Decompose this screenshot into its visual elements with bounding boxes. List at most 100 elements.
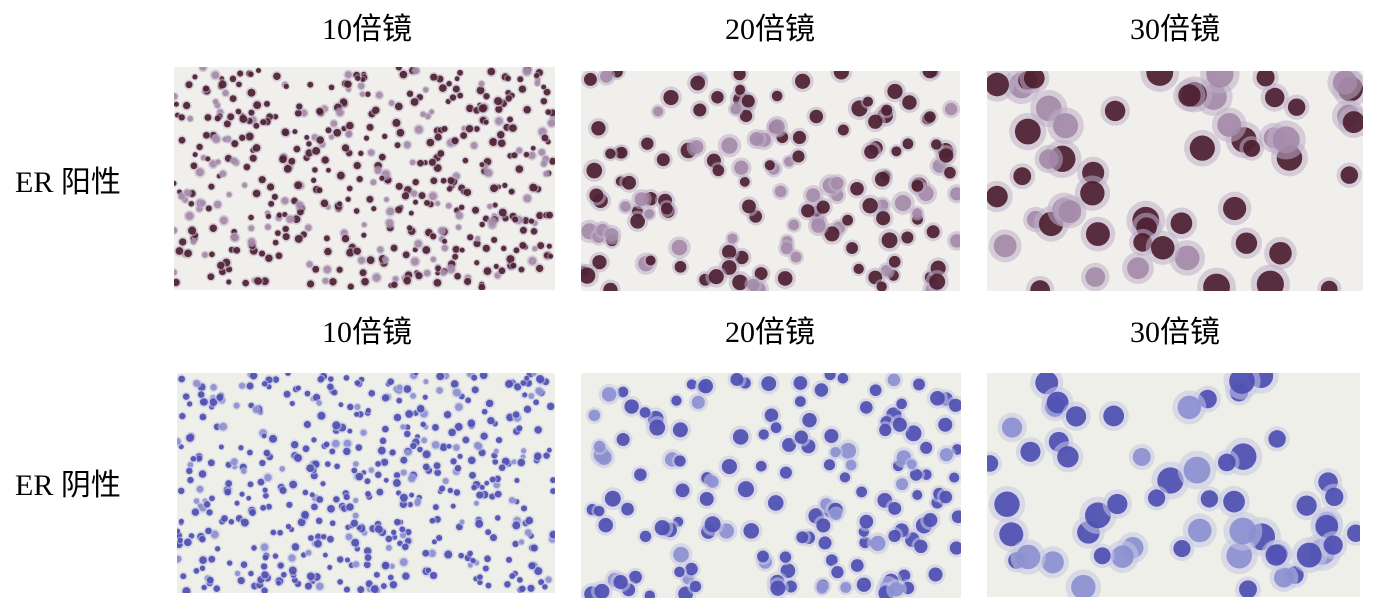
cell-nucleus — [630, 213, 645, 229]
cell-nucleus — [498, 208, 507, 217]
cell-nucleus — [387, 378, 395, 385]
cell-nucleus — [616, 432, 630, 446]
cell-nucleus — [732, 429, 749, 445]
cell-nucleus — [432, 424, 439, 431]
cell-nucleus — [233, 402, 240, 409]
cell-nucleus — [833, 71, 849, 80]
column-label: 20倍镜 — [725, 13, 815, 46]
cell-nucleus — [363, 561, 371, 569]
cell-nucleus — [347, 283, 354, 290]
cell-nucleus — [1229, 373, 1255, 394]
cell-nucleus — [508, 497, 516, 504]
cell-nucleus — [389, 449, 396, 456]
cell-nucleus — [521, 448, 527, 454]
cell-nucleus — [341, 144, 350, 152]
micrograph-er-negative-10x — [177, 373, 555, 593]
cell-nucleus — [430, 256, 437, 263]
cell-nucleus — [484, 480, 490, 486]
cell-nucleus — [327, 383, 334, 390]
cell-nucleus — [447, 487, 454, 494]
cell-nucleus — [1332, 71, 1358, 95]
cell-nucleus — [519, 242, 527, 249]
cell-nucleus — [329, 134, 334, 140]
cell-nucleus — [541, 134, 549, 142]
cell-nucleus — [317, 375, 325, 383]
row-label-er-positive: ER 阳性 — [15, 166, 121, 199]
cell-nucleus — [520, 380, 527, 386]
cell-nucleus — [806, 188, 821, 203]
cell-nucleus — [306, 261, 313, 268]
cell-nucleus — [301, 510, 309, 519]
cell-nucleus — [346, 185, 353, 192]
cell-nucleus — [458, 552, 464, 559]
cell-nucleus — [742, 199, 756, 214]
cell-nucleus — [520, 505, 528, 512]
cell-nucleus — [923, 513, 938, 528]
cell-nucleus — [185, 81, 193, 89]
cell-nucleus — [634, 192, 649, 207]
cell-nucleus — [484, 555, 491, 563]
cell-nucleus — [534, 452, 542, 460]
cell-nucleus — [479, 484, 485, 490]
cell-nucleus — [423, 87, 429, 93]
cell-nucleus — [505, 95, 512, 102]
cell-nucleus — [263, 100, 270, 107]
cell-nucleus — [337, 556, 344, 563]
cell-nucleus — [1023, 71, 1045, 89]
cell-nucleus — [837, 373, 849, 384]
cell-nucleus — [260, 504, 267, 511]
cell-nucleus — [818, 536, 832, 550]
cell-nucleus — [375, 460, 382, 467]
cell-nucleus — [512, 540, 519, 548]
cell-nucleus — [247, 88, 256, 97]
cell-nucleus — [430, 73, 438, 81]
cell-nucleus — [212, 135, 221, 143]
cell-nucleus — [698, 379, 713, 394]
cell-nucleus — [188, 200, 195, 207]
cell-nucleus — [487, 67, 496, 76]
cell-nucleus — [794, 396, 806, 407]
cell-nucleus — [549, 157, 555, 165]
cell-nucleus — [205, 156, 211, 162]
cell-nucleus — [306, 280, 315, 288]
cell-nucleus — [242, 279, 249, 287]
cell-nucleus — [354, 380, 361, 386]
cell-nucleus — [326, 167, 331, 173]
cell-nucleus — [351, 538, 360, 547]
cell-nucleus — [644, 590, 655, 598]
cell-nucleus — [1320, 280, 1338, 291]
cell-nucleus — [399, 70, 408, 79]
cell-nucleus — [258, 250, 266, 257]
cell-nucleus — [536, 211, 544, 220]
cell-nucleus — [524, 529, 532, 536]
cell-nucleus — [311, 177, 317, 183]
cell-nucleus — [226, 560, 233, 566]
cell-nucleus — [621, 502, 634, 516]
cell-nucleus — [394, 518, 401, 526]
cell-nucleus — [869, 384, 882, 397]
cell-nucleus — [317, 411, 326, 420]
cell-nucleus — [214, 546, 221, 552]
cell-nucleus — [518, 85, 527, 93]
cell-nucleus — [208, 555, 216, 563]
cell-nucleus — [394, 102, 403, 111]
cell-nucleus — [331, 439, 340, 448]
cell-nucleus — [383, 477, 389, 483]
cell-nucleus — [532, 246, 538, 252]
cell-nucleus — [344, 80, 352, 88]
cell-nucleus — [358, 256, 366, 264]
cell-nucleus — [306, 141, 312, 147]
cell-nucleus — [293, 145, 301, 153]
cell-nucleus — [528, 257, 537, 265]
cell-nucleus — [931, 139, 942, 150]
cell-nucleus — [1150, 236, 1175, 260]
cell-nucleus — [494, 490, 502, 498]
cell-nucleus — [350, 519, 358, 527]
cell-nucleus — [686, 379, 697, 390]
cell-nucleus — [909, 468, 923, 481]
cell-nucleus — [507, 116, 514, 123]
cell-nucleus — [639, 530, 652, 543]
cell-nucleus — [212, 98, 219, 105]
cell-nucleus — [327, 505, 335, 513]
cell-nucleus — [624, 399, 639, 414]
